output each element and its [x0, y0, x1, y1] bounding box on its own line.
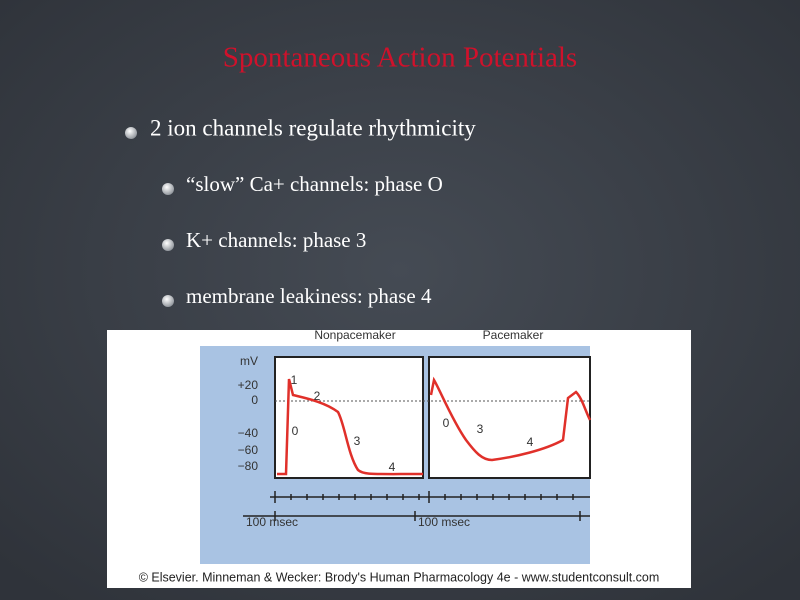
y-label: 0: [251, 393, 258, 407]
action-potential-trace: [429, 376, 592, 462]
sub-bullet-text: “slow” Ca+ channels: phase O: [186, 172, 443, 196]
time-scale: [243, 491, 590, 521]
sub-bullet-text: membrane leakiness: phase 4: [186, 284, 432, 308]
phase-label: 0: [443, 416, 450, 430]
scale-label: 100 msec: [246, 515, 298, 529]
y-label: +20: [238, 378, 259, 392]
y-unit: mV: [240, 354, 258, 368]
phase-label: 1: [291, 373, 298, 387]
figure: Nonpacemaker Pacemaker mV +20 0 −40 −60 …: [107, 328, 691, 588]
phase-label: 0: [292, 424, 299, 438]
phase-label: 3: [354, 434, 361, 448]
bullet-icon: [125, 127, 137, 139]
scale-label: 100 msec: [418, 515, 470, 529]
trace-box: [274, 356, 424, 479]
bullet-icon: [162, 183, 174, 195]
phase-label: 3: [477, 422, 484, 436]
sub-bullet-text: K+ channels: phase 3: [186, 228, 366, 252]
panel-title: Nonpacemaker: [314, 328, 395, 342]
bullet-text: 2 ion channels regulate rhythmicity: [150, 115, 476, 140]
phase-label: 4: [389, 460, 396, 474]
action-potential-trace: [277, 378, 424, 476]
figure-credit: © Elsevier. Minneman & Wecker: Brody's H…: [139, 570, 660, 584]
phase-label: 4: [527, 435, 534, 449]
phase-label: 2: [314, 389, 321, 403]
bullet-icon: [162, 295, 174, 307]
slide-title: Spontaneous Action Potentials: [223, 42, 577, 74]
y-label: −80: [238, 459, 259, 473]
y-label: −40: [238, 426, 259, 440]
panel-title: Pacemaker: [483, 328, 544, 342]
y-label: −60: [238, 443, 259, 457]
bullet-icon: [162, 239, 174, 251]
